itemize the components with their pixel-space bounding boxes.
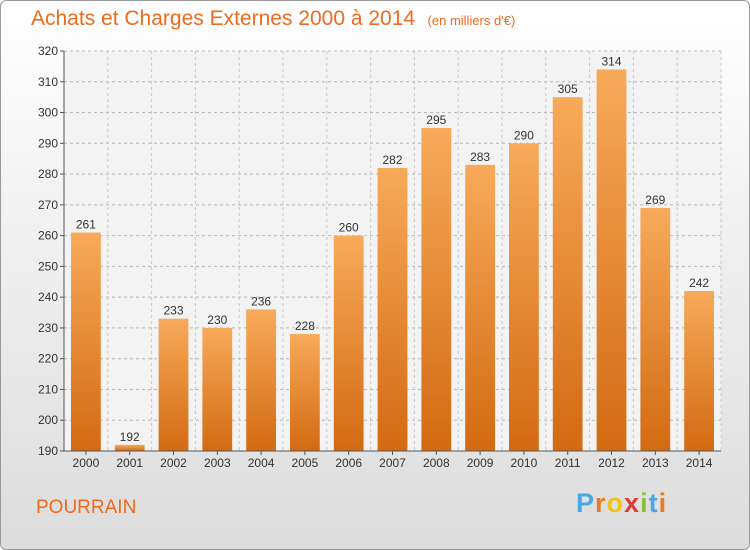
data-label: 305 [558, 82, 578, 96]
data-label: 233 [163, 304, 183, 318]
logo-letter: x [624, 488, 641, 518]
bar [596, 69, 627, 451]
bar [684, 291, 714, 451]
bar [640, 207, 671, 451]
bar [71, 232, 101, 451]
data-label: 192 [120, 430, 140, 444]
x-tick-label: 2012 [598, 456, 625, 470]
bar [114, 444, 145, 451]
x-tick-label: 2005 [292, 456, 319, 470]
y-tick-label: 290 [38, 136, 58, 150]
x-tick-label: 2008 [423, 456, 450, 470]
data-label: 228 [295, 319, 315, 333]
data-label: 295 [426, 113, 446, 127]
x-tick-label: 2009 [467, 456, 494, 470]
bar [465, 164, 495, 451]
place-name: POURRAIN [36, 497, 137, 518]
bar [333, 235, 364, 451]
y-tick-label: 320 [38, 44, 58, 58]
logo-letter: i [658, 488, 668, 518]
y-tick-label: 200 [38, 413, 58, 427]
y-tick-label: 220 [38, 352, 58, 366]
x-tick-label: 2004 [248, 456, 275, 470]
y-tick-label: 230 [38, 321, 58, 335]
x-tick-label: 2002 [160, 456, 187, 470]
data-label: 283 [470, 150, 490, 164]
logo-letter: r [595, 488, 607, 518]
bar [552, 97, 583, 452]
x-tick-label: 2001 [116, 456, 143, 470]
chart-title: Achats et Charges Externes 2000 à 2014 [31, 7, 416, 30]
y-tick-label: 310 [38, 75, 58, 89]
chart-unit: (en milliers d'€) [427, 13, 516, 28]
data-label: 260 [339, 221, 359, 235]
bar [158, 318, 189, 451]
bar [509, 143, 539, 452]
bar [290, 334, 320, 451]
y-tick-label: 250 [38, 259, 58, 273]
y-tick-label: 270 [38, 198, 58, 212]
title-row: Achats et Charges Externes 2000 à 2014 (… [31, 7, 515, 31]
proxiti-logo[interactable]: Proxiti [576, 488, 667, 519]
data-label: 261 [76, 218, 96, 232]
y-tick-label: 240 [38, 290, 58, 304]
logo-letter: t [648, 488, 659, 518]
data-label: 290 [514, 128, 534, 142]
y-tick-label: 210 [38, 382, 58, 396]
data-label: 269 [645, 193, 665, 207]
x-tick-label: 2007 [379, 456, 406, 470]
y-tick-label: 280 [38, 167, 58, 181]
x-tick-label: 2014 [686, 456, 713, 470]
data-label: 314 [601, 54, 621, 68]
x-tick-label: 2003 [204, 456, 231, 470]
bar [202, 327, 233, 451]
data-label: 236 [251, 294, 271, 308]
x-tick-label: 2013 [642, 456, 669, 470]
data-label: 242 [689, 276, 709, 290]
y-tick-label: 190 [38, 444, 58, 458]
bar [377, 167, 408, 451]
bar [246, 309, 276, 451]
logo-letter: P [576, 488, 596, 518]
x-tick-label: 2000 [73, 456, 100, 470]
x-tick-label: 2006 [335, 456, 362, 470]
logo-letter: o [606, 488, 625, 518]
bar [421, 127, 452, 451]
data-label: 230 [207, 313, 227, 327]
y-tick-label: 300 [38, 106, 58, 120]
x-tick-label: 2011 [555, 456, 581, 470]
logo-letter: i [640, 488, 649, 518]
data-label: 282 [382, 153, 402, 167]
x-tick-label: 2010 [511, 456, 538, 470]
y-tick-label: 260 [38, 229, 58, 243]
